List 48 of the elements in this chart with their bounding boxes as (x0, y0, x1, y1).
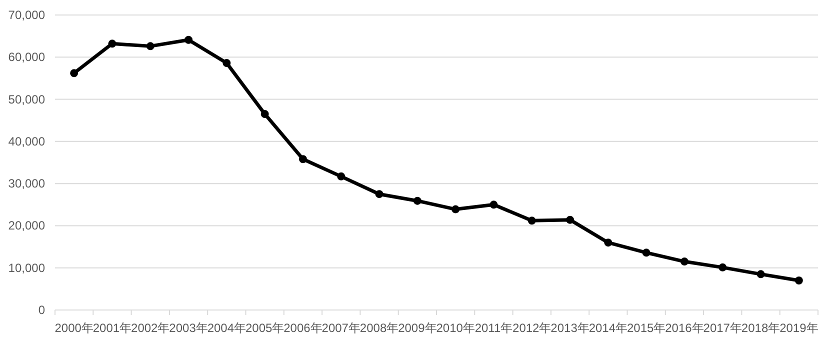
x-tick-label: 2006年 (284, 321, 322, 335)
point (337, 172, 346, 180)
x-tick-label: 2016年 (665, 321, 704, 335)
x-tick-label: 2009年 (398, 321, 437, 335)
x-tick-label: 2007年 (322, 321, 360, 335)
y-tick-label: 0 (38, 303, 46, 317)
x-tick-label: 2003年 (169, 321, 208, 335)
x-tick-label: 2015年 (626, 321, 666, 335)
y-tick-label: 20,000 (8, 218, 46, 233)
x-tick-label: 2004年 (207, 321, 246, 335)
point (298, 155, 307, 164)
y-tick-label: 60,000 (8, 50, 46, 64)
x-tick-label: 2000年 (54, 321, 94, 335)
point (375, 190, 384, 198)
y-tick-label: 70,000 (8, 8, 46, 22)
y-tick-label: 50,000 (8, 92, 46, 106)
point (490, 200, 498, 209)
x-tick-label: 2012年 (512, 321, 552, 335)
point (222, 59, 231, 68)
x-tick-label: 2013年 (550, 321, 590, 335)
point (756, 270, 765, 278)
point (566, 216, 574, 224)
x-tick-label: 2010年 (436, 321, 475, 335)
x-tick-label: 2018年 (741, 321, 780, 335)
x-tick-label: 2002年 (131, 321, 170, 335)
point (718, 263, 727, 272)
point (413, 196, 422, 205)
point (184, 36, 193, 44)
point (70, 69, 78, 78)
point (528, 216, 536, 225)
y-tick-label: 30,000 (8, 176, 46, 191)
point (604, 238, 612, 247)
x-tick-label: 2008年 (360, 321, 399, 335)
x-tick-label: 2019年 (780, 321, 818, 335)
point (108, 40, 116, 48)
point (260, 110, 269, 118)
point (642, 248, 650, 257)
point (452, 205, 460, 214)
point (680, 258, 688, 266)
point (794, 276, 803, 284)
point (146, 42, 154, 50)
x-tick-label: 2011年 (474, 321, 513, 335)
y-tick-label: 10,000 (8, 260, 46, 275)
x-tick-label: 2014年 (588, 321, 628, 335)
x-tick-label: 2017年 (703, 321, 742, 335)
y-tick-label: 40,000 (8, 134, 46, 148)
x-tick-label: 2001年 (92, 321, 132, 335)
x-tick-label: 2005年 (245, 321, 284, 335)
